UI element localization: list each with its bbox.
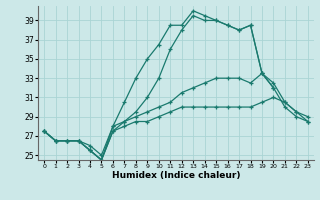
X-axis label: Humidex (Indice chaleur): Humidex (Indice chaleur): [112, 171, 240, 180]
